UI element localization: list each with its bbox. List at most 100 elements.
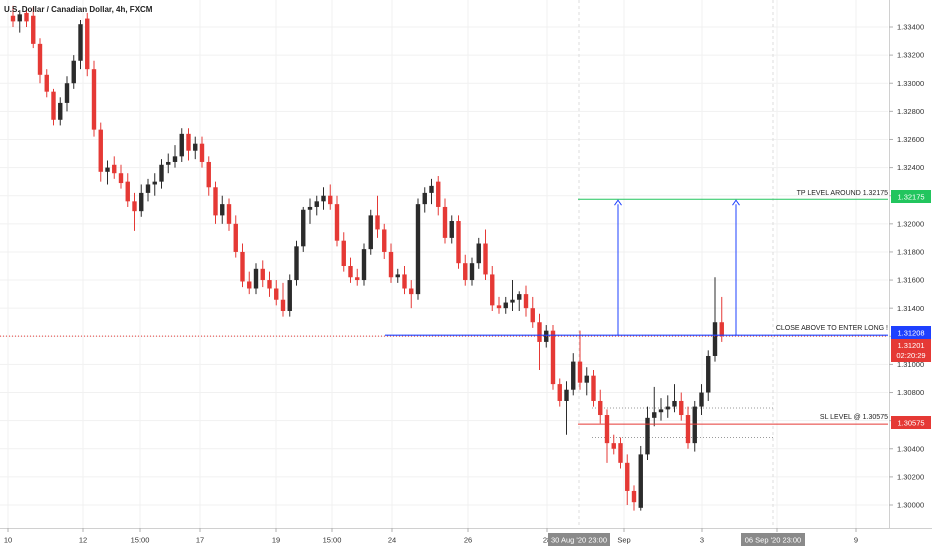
candle: [436, 176, 441, 216]
candle: [517, 291, 522, 311]
candle-body: [341, 240, 346, 266]
price-tick-label: 1.30200: [897, 472, 924, 481]
time-tick-label: Sep: [617, 536, 630, 545]
candle-body: [260, 268, 265, 281]
candle-body: [132, 201, 137, 212]
candle-body: [476, 243, 481, 264]
candle-body: [294, 246, 299, 281]
candle: [307, 198, 313, 224]
candle: [685, 406, 691, 449]
candle-body: [247, 281, 252, 289]
candle: [78, 19, 83, 70]
target-arrow-head: [732, 199, 740, 206]
candle-body: [591, 375, 596, 401]
price-tick-label: 1.33000: [897, 79, 924, 88]
candle-body: [267, 280, 272, 289]
crosshair-date-text-1: 30 Aug '20 23:00: [551, 536, 607, 545]
candle: [301, 206, 306, 252]
candle-body: [436, 181, 441, 207]
countdown-text: 02:20:29: [896, 351, 925, 360]
candle-body: [719, 322, 724, 337]
candle: [267, 271, 272, 297]
candle-body: [139, 192, 144, 212]
candle-body: [328, 195, 333, 205]
candle-body: [274, 288, 279, 300]
candle-body: [679, 400, 684, 416]
candle: [220, 195, 225, 224]
candle-body: [496, 305, 502, 309]
candle-body: [503, 302, 508, 309]
candle-body: [287, 280, 292, 311]
candle-body: [206, 161, 211, 188]
candle-body: [712, 322, 718, 356]
candle-body: [604, 415, 610, 444]
candle-body: [631, 490, 637, 503]
candle-body: [37, 43, 43, 75]
candle: [71, 55, 76, 89]
candle: [463, 254, 468, 286]
sl-level-label: SL LEVEL @ 1.30575: [820, 414, 888, 421]
candle-body: [17, 14, 22, 22]
candle: [91, 60, 97, 137]
candle: [658, 398, 664, 421]
price-tick-label: 1.32600: [897, 135, 924, 144]
candle-body: [530, 308, 535, 323]
candle: [274, 280, 279, 306]
candle-body: [625, 462, 630, 491]
candle: [253, 263, 259, 295]
crosshair-date-label-1: 30 Aug '20 23:00: [548, 533, 610, 546]
candle: [719, 296, 724, 342]
candle-body: [395, 274, 400, 278]
candle-body: [314, 201, 319, 207]
price-tick-label: 1.32000: [897, 219, 924, 228]
candle: [415, 198, 421, 300]
candle: [213, 181, 218, 224]
candle: [699, 384, 704, 416]
candle: [409, 280, 414, 309]
candle-body: [442, 206, 448, 238]
candle-body: [388, 251, 394, 278]
candle: [355, 268, 360, 286]
target-arrow-head: [614, 199, 622, 206]
candle: [523, 285, 529, 317]
candle: [260, 260, 265, 288]
candle-body: [334, 204, 340, 241]
crosshair-date-bg-2: [741, 533, 805, 546]
candle-body: [517, 294, 522, 300]
candle-body: [557, 384, 562, 401]
crosshair-date-bg-1: [548, 533, 610, 546]
time-tick-label: 15:00: [323, 536, 342, 545]
candle-body: [571, 361, 576, 390]
candle: [233, 215, 238, 258]
tp-level-label: TP LEVEL AROUND 1.32175: [797, 190, 889, 197]
candle: [132, 192, 137, 231]
candle: [429, 178, 434, 205]
candle-body: [645, 417, 650, 455]
candle: [611, 434, 616, 455]
sl-badge-bg: [891, 416, 931, 429]
entry-badge-text: 1.31208: [897, 329, 924, 338]
time-tick-label: 24: [388, 536, 396, 545]
candle: [240, 243, 245, 288]
time-tick-label: 10: [4, 536, 12, 545]
candle-body: [537, 322, 542, 342]
time-tick-label: 12: [79, 536, 87, 545]
time-tick-label: 3: [700, 536, 704, 545]
candle-body: [321, 195, 326, 202]
candle-body: [91, 69, 97, 130]
candle: [510, 280, 515, 311]
candle-body: [665, 406, 670, 410]
candle-body: [584, 375, 589, 383]
chart-title: U.S. Dollar / Canadian Dollar, 4h, FXCM: [4, 5, 153, 14]
candle: [24, 7, 29, 27]
candle-body: [550, 330, 556, 385]
candle-body: [220, 204, 225, 216]
candle: [375, 195, 380, 238]
candle: [334, 195, 340, 247]
price-axis[interactable]: 1.33400 1.33200 1.33000 1.32800 1.32600 1.324…: [889, 23, 924, 510]
candle-body: [658, 409, 664, 413]
entry-badge-bg: [891, 326, 931, 339]
candle: [584, 367, 589, 396]
